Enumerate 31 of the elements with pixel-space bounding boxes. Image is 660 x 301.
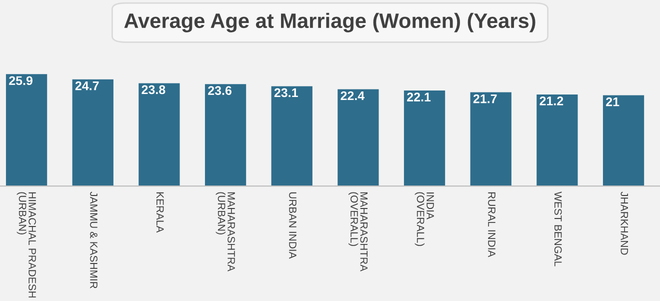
data-label: 21 [606,97,620,106]
x-tick-label: URBAN INDIA [289,192,296,259]
x-tick-label: JAMMU & KASHMIR [90,192,98,288]
data-label: 22.4 [340,91,365,100]
data-label: 25.9 [9,76,32,86]
x-tick-label: WEST BENGAL [554,192,562,266]
x-tick-label: MAHARASHTRA (URBAN) [216,192,235,272]
bar [602,95,644,186]
x-tick-label: INDIA (OVERALL) [414,192,434,246]
data-label: 21.2 [540,96,564,106]
bar [536,94,578,186]
x-tick-label: MAHARASHTRA (OVERALL) [348,192,368,272]
data-label: 23.6 [208,86,232,96]
bar [72,79,114,186]
x-tick-label: RURAL INDIA [488,192,496,258]
data-label: 24.7 [75,81,99,90]
data-label: 21.7 [473,94,497,104]
data-label: 23.8 [142,85,166,94]
x-tick-label: KERALA [156,192,164,233]
bar [404,90,446,186]
x-tick-label: HIMACHAL PRADESH (URBAN) [16,192,36,298]
bar [271,86,312,186]
bar [138,83,180,186]
x-tick-label: JHARKHAND [620,192,628,255]
bar [338,89,379,186]
chart-title: Average Age at Marriage (Women) (Years) [124,12,536,32]
bar [6,74,48,186]
bar [204,84,246,186]
bar [470,92,512,186]
data-label: 23.1 [274,88,298,98]
data-label: 22.1 [407,92,431,102]
